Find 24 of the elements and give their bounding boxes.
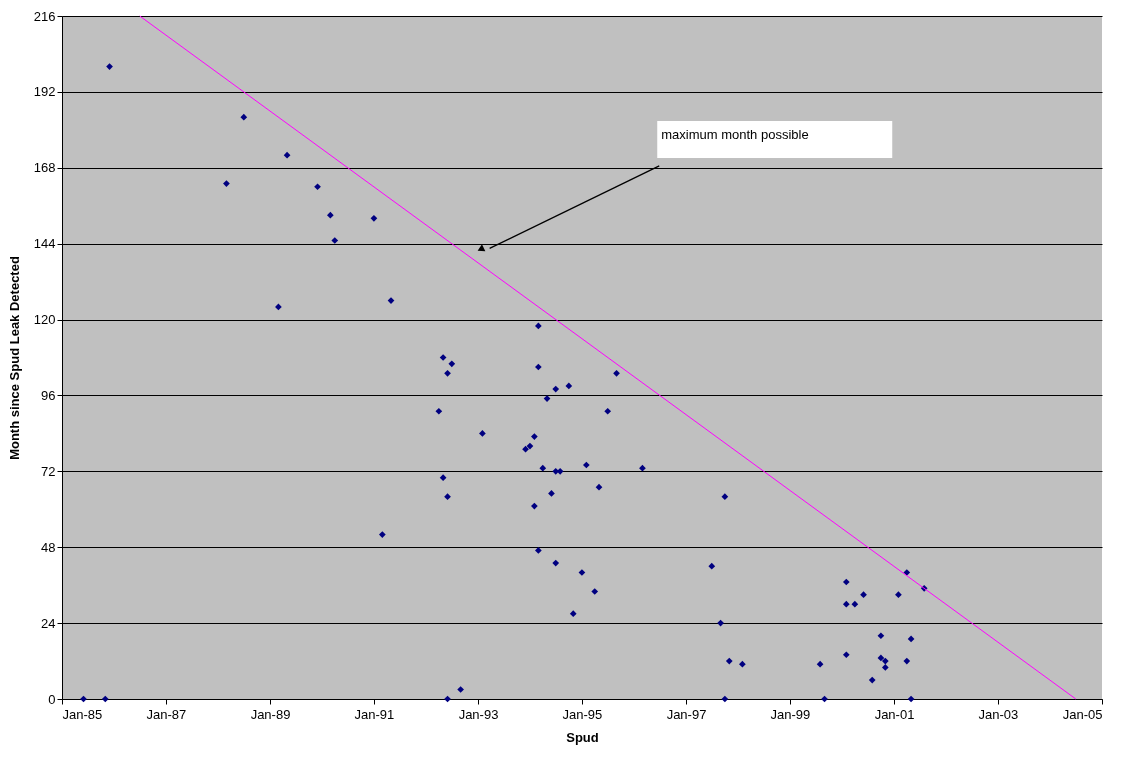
annotation: maximum month possible [661,126,809,142]
x-tick-label: Jan-99 [770,706,811,722]
y-tick-label: 216 [33,8,56,24]
x-tick-label: Jan-93 [458,706,499,722]
y-tick-label: 192 [33,84,56,100]
x-tick-label: Jan-01 [874,706,915,722]
y-tick-label: 120 [33,312,56,328]
x-tick-label: Jan-05 [1062,706,1103,722]
x-tick-label: Jan-85 [62,706,103,722]
x-tick-label: Jan-03 [978,706,1019,722]
x-axis-title: Spud [566,729,599,745]
y-tick-label: 72 [41,463,56,479]
y-tick-label: 144 [33,236,56,252]
y-axis-title: Month since Spud Leak Detected [6,256,22,460]
y-tick-label: 24 [41,615,56,631]
x-tick-label: Jan-95 [562,706,603,722]
x-tick-label: Jan-97 [666,706,707,722]
x-tick-label: Jan-87 [146,706,187,722]
y-tick-label: 0 [48,691,56,707]
y-tick-label: 48 [41,539,56,555]
x-tick-label: Jan-89 [250,706,291,722]
y-tick-label: 168 [33,160,56,176]
y-tick-label: 96 [41,387,56,403]
x-tick-label: Jan-91 [354,706,395,722]
